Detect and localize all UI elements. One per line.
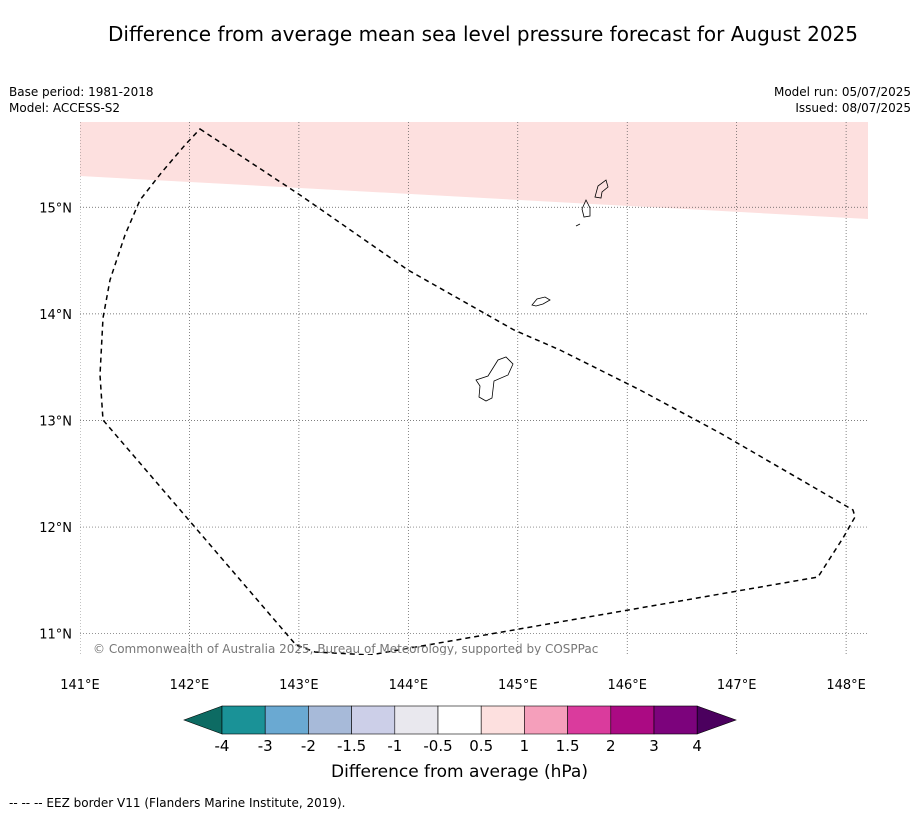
colorbar-swatch <box>653 705 698 735</box>
eez-border <box>99 128 856 655</box>
lon-tick-label: 147°E <box>717 678 757 693</box>
copyright-notice: © Commonwealth of Australia 2025, Bureau… <box>93 642 598 656</box>
colorbar-swatch <box>351 705 396 735</box>
map-area: © Commonwealth of Australia 2025, Bureau… <box>80 122 868 656</box>
lat-tick-label: 13°N <box>39 414 72 429</box>
base-period-label: Base period: 1981-2018 <box>9 85 154 99</box>
lon-tick-label: 146°E <box>607 678 647 693</box>
colorbar-tick-label: -4 <box>215 737 230 755</box>
island-guam <box>475 356 514 402</box>
lat-tick-labels: 15°N 14°N 13°N 12°N 11°N <box>39 201 72 642</box>
lon-tick-label: 145°E <box>498 678 538 693</box>
colorbar-swatch <box>394 705 439 735</box>
colorbar-swatch <box>567 705 612 735</box>
island-aguijan <box>575 223 581 227</box>
colorbar-swatch <box>524 705 568 735</box>
colorbar-tick-label: -0.5 <box>423 737 452 755</box>
colorbar: -4 -3 -2 -1.5 -1 -0.5 0.5 1 1.5 2 3 4 <box>183 705 737 755</box>
colorbar-tick-label: 1 <box>520 737 530 755</box>
colorbar-swatch <box>437 705 482 735</box>
gridlines <box>80 122 868 655</box>
colorbar-extend-high <box>696 705 737 735</box>
colorbar-swatch <box>308 705 352 735</box>
colorbar-swatch <box>480 705 525 735</box>
lat-tick-label: 11°N <box>39 628 72 643</box>
anomaly-band-0.5-1 <box>80 122 868 219</box>
meta-right: Model run: 05/07/2025 Issued: 08/07/2025 <box>774 84 911 116</box>
island-saipan <box>594 179 609 199</box>
colorbar-tick-label: 4 <box>692 737 702 755</box>
model-label: Model: ACCESS-S2 <box>9 101 121 115</box>
lon-tick-label: 141°E <box>60 678 100 693</box>
lat-tick-label: 15°N <box>39 201 72 216</box>
chart-title: Difference from average mean sea level p… <box>107 22 858 46</box>
colorbar-swatch <box>264 705 309 735</box>
issued-label: Issued: 08/07/2025 <box>795 101 911 115</box>
colorbar-tick-label: 3 <box>649 737 659 755</box>
colorbar-tick-label: 0.5 <box>469 737 493 755</box>
colorbar-tick-label: -3 <box>258 737 273 755</box>
island-rota <box>531 296 551 307</box>
model-run-label: Model run: 05/07/2025 <box>773 85 911 99</box>
lon-tick-label: 144°E <box>389 678 429 693</box>
colorbar-tick-label: -2 <box>301 737 316 755</box>
colorbar-swatch <box>610 705 655 735</box>
lon-tick-label: 148°E <box>826 678 866 693</box>
lat-tick-label: 14°N <box>39 308 72 323</box>
lon-tick-labels: 141°E 142°E 143°E 144°E 145°E 146°E 147°E 148°E <box>60 678 866 693</box>
colorbar-tick-label: -1.5 <box>337 737 366 755</box>
meta-left: Base period: 1981-2018 Model: ACCESS-S2 <box>9 84 154 116</box>
colorbar-swatch <box>221 705 266 735</box>
eez-legend-footer: -- -- -- EEZ border V11 (Flanders Marine… <box>9 796 346 810</box>
lon-tick-label: 143°E <box>279 678 319 693</box>
colorbar-extend-low <box>183 705 223 735</box>
colorbar-tick-label: -1 <box>387 737 402 755</box>
lat-tick-label: 12°N <box>39 521 72 536</box>
lon-tick-label: 142°E <box>170 678 210 693</box>
colorbar-title: Difference from average (hPa) <box>331 762 588 782</box>
colorbar-tick-label: 2 <box>606 737 616 755</box>
island-tinian <box>581 199 591 218</box>
colorbar-tick-label: 1.5 <box>556 737 580 755</box>
